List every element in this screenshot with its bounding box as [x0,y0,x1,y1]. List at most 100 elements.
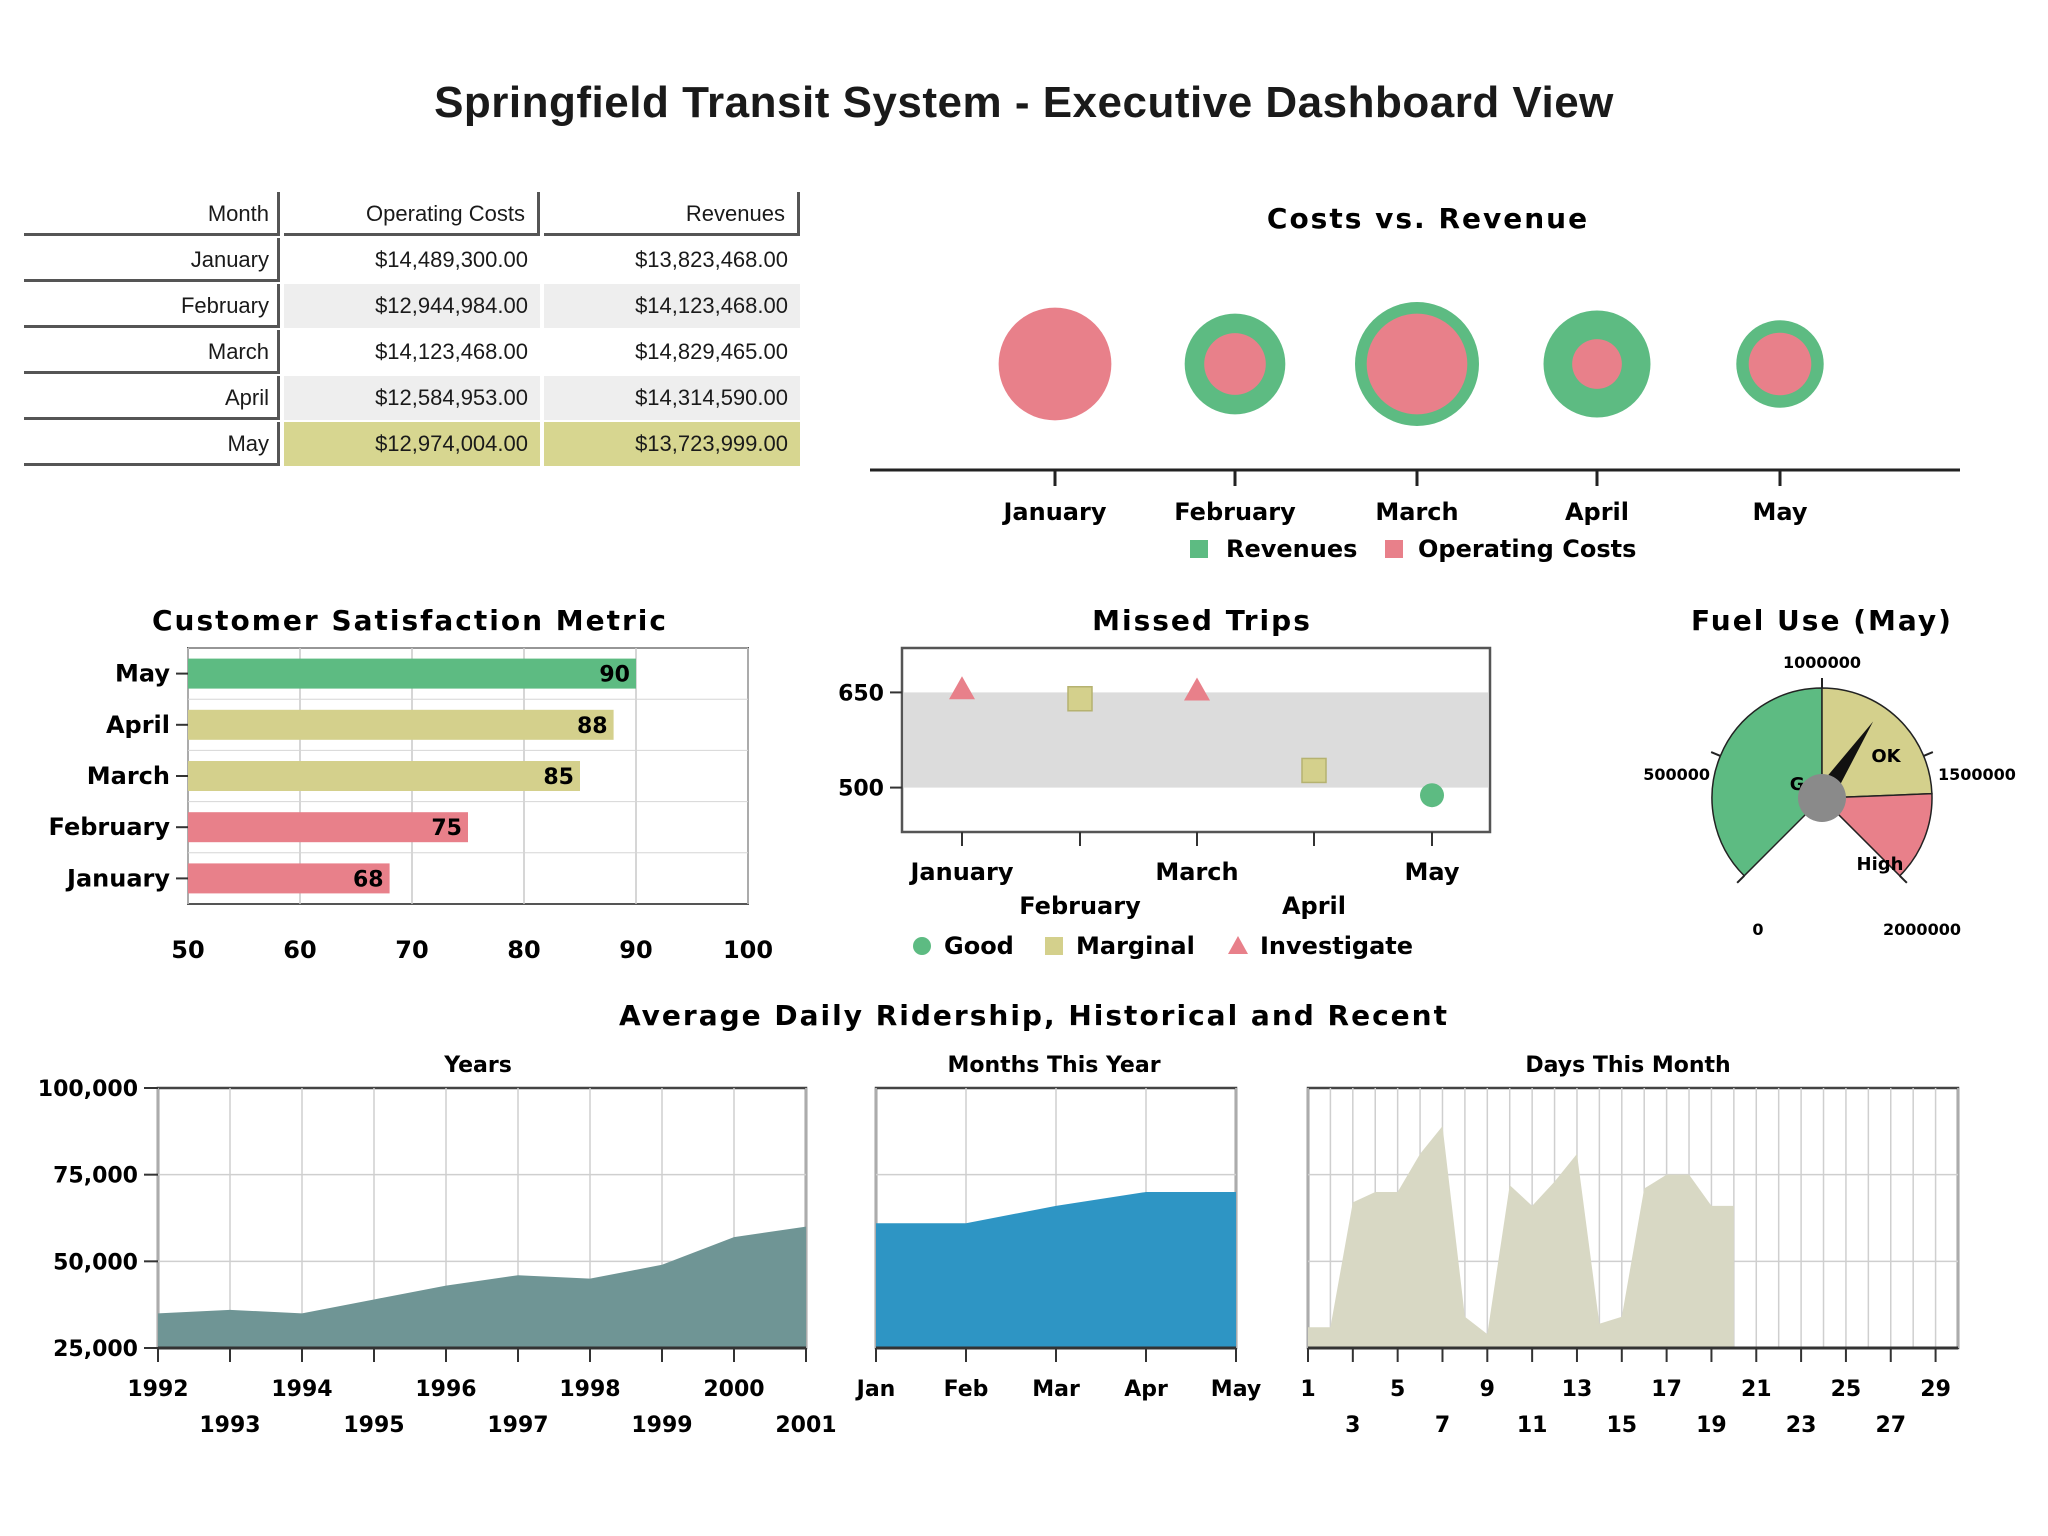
x-tick-label: January [909,858,1014,886]
ridership-title: Average Daily Ridership, Historical and … [619,999,1449,1032]
x-tick-label: April [1565,498,1629,526]
gauge-tick-label: 0 [1752,920,1763,939]
row-revenues: $14,123,468.00 [544,284,800,328]
bar-data-label: 68 [353,867,384,892]
gauge-tick-label: 500000 [1643,765,1710,784]
row-month: January [24,238,280,282]
costs-bubble [1572,339,1622,389]
x-tick-label: Apr [1124,1377,1168,1402]
x-tick-label: 9 [1480,1377,1495,1402]
row-month: April [24,376,280,420]
gauge-tick-label: 2000000 [1883,920,1961,939]
x-tick-label: 1996 [415,1377,476,1402]
table-row: January $14,489,300.00 $13,823,468.00 [24,238,804,284]
gauge-tick-label: 1000000 [1783,653,1861,672]
x-tick-label: 100 [723,936,773,964]
x-tick-label: 1995 [343,1413,404,1438]
x-tick-label: 19 [1696,1413,1727,1438]
x-tick-label: February [1019,892,1141,920]
legend-swatch-marginal [1045,937,1063,955]
x-tick-label: 1999 [631,1413,692,1438]
x-tick-label: 1994 [271,1377,332,1402]
legend-swatch-operating-costs [1385,540,1403,558]
gauge-tick [1899,875,1908,884]
table-row: April $12,584,953.00 $14,314,590.00 [24,376,804,422]
y-tick-label: 50,000 [53,1250,138,1275]
data-point-marginal [1301,757,1327,784]
costs-bubble [1748,332,1812,396]
row-operating-costs: $14,123,468.00 [375,339,528,364]
bar [188,761,580,791]
x-tick-label: 7 [1435,1413,1450,1438]
gauge-tick-label: 1500000 [1938,765,2016,784]
x-tick-label: Mar [1032,1377,1080,1402]
table-row: February $12,944,984.00 $14,123,468.00 [24,284,804,330]
gauge-range-high [1820,792,1933,877]
gauge-tick [1710,751,1721,757]
x-tick-label: 1992 [127,1377,188,1402]
ridership-area [876,1192,1236,1348]
bar-data-label: 88 [577,714,608,739]
data-point-investigate [949,676,975,700]
costs-bubble [998,307,1112,421]
x-tick-label: 25 [1831,1377,1862,1402]
x-tick-label: March [1155,858,1238,886]
row-operating-costs: $12,944,984.00 [284,284,540,328]
column-header-revenues: Revenues [544,192,800,236]
x-tick-label: 1997 [487,1413,548,1438]
gauge-hub [1798,774,1846,822]
legend-swatch-investigate [1228,936,1248,954]
bar [188,709,614,740]
legend-label-good: Good [944,932,1014,960]
row-month: May [24,422,280,466]
gauge-tick [1923,751,1934,757]
bar-data-label: 90 [599,663,630,688]
x-tick-label: Jan [855,1377,896,1402]
x-tick-label: 15 [1606,1413,1637,1438]
y-tick-label: January [65,864,170,892]
costs-vs-revenue-title: Costs vs. Revenue [1267,202,1589,235]
table-row: March $14,123,468.00 $14,829,465.00 [24,330,804,376]
dashboard-title: Springfield Transit System - Executive D… [434,78,1614,127]
bar [188,658,636,689]
x-tick-label: 13 [1562,1377,1593,1402]
x-tick-label: 1993 [199,1413,260,1438]
bar [188,812,468,843]
table-header-row: Month Operating Costs Revenues [24,192,804,238]
gauge-tick [1736,875,1745,884]
legend-label-investigate: Investigate [1260,932,1413,960]
bar-data-label: 75 [431,816,462,841]
bar [188,863,390,894]
x-tick-label: 3 [1345,1413,1360,1438]
x-tick-label: 23 [1786,1413,1817,1438]
x-tick-label: 2000 [703,1377,764,1402]
x-tick-label: Feb [944,1377,989,1402]
y-tick-label: 100,000 [38,1077,138,1102]
data-point-marginal [1067,686,1093,712]
years-panel-title: Years [443,1053,512,1078]
row-month: February [24,284,280,328]
gauge-range-label: OK [1871,746,1901,767]
column-header-operating-costs: Operating Costs [284,192,540,236]
x-tick-label: February [1174,498,1296,526]
y-tick-label: February [49,813,171,841]
x-tick-label: 1998 [559,1377,620,1402]
x-tick-label: 60 [283,936,316,964]
row-operating-costs: $12,584,953.00 [284,376,540,420]
legend-label-revenues: Revenues [1226,535,1357,563]
row-revenues: $14,314,590.00 [544,376,800,420]
costs-bubble [1204,333,1266,395]
x-tick-label: 29 [1920,1377,1951,1402]
months-panel-title: Months This Year [947,1053,1160,1078]
gauge-range-label: High [1857,854,1904,875]
x-tick-label: 1 [1300,1377,1315,1402]
row-revenues: $14,829,465.00 [635,339,788,364]
gauge-range-good [1711,687,1823,877]
satisfaction-chart-title: Customer Satisfaction Metric [152,604,668,637]
legend-label-marginal: Marginal [1076,932,1195,960]
x-tick-label: May [1211,1377,1261,1402]
y-tick-label: May [115,660,170,688]
fuel-use-title: Fuel Use (May) [1691,604,1953,637]
ridership-area [1308,1126,1734,1348]
